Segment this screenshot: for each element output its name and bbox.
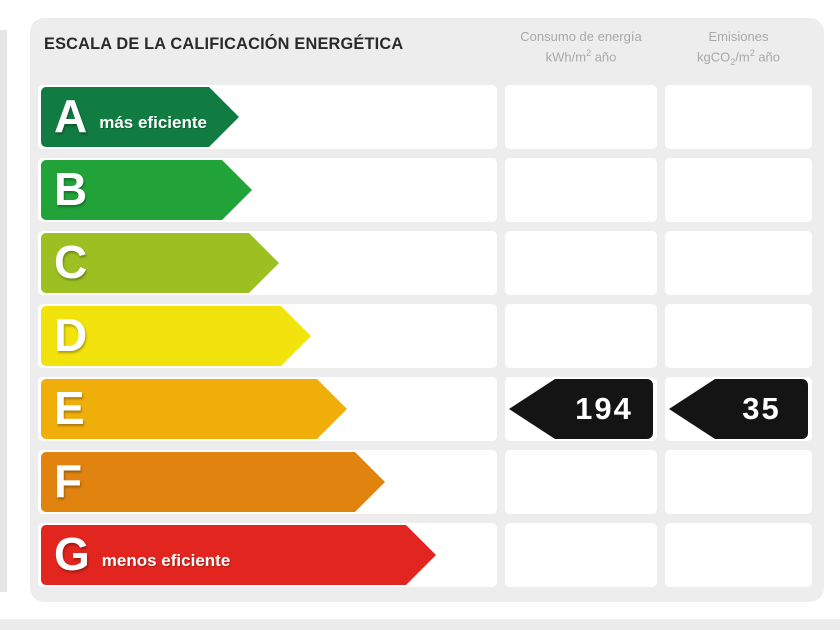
emisiones-cell: 35 bbox=[665, 377, 812, 441]
scale-row-F: F bbox=[38, 450, 820, 514]
consumo-cell bbox=[505, 450, 657, 514]
rating-arrow-D: D bbox=[41, 306, 311, 366]
rating-arrow-F: F bbox=[41, 452, 385, 512]
consumo-cell bbox=[505, 85, 657, 149]
emisiones-cell bbox=[665, 304, 812, 368]
rating-arrow-B: B bbox=[41, 160, 252, 220]
grade-letter: G bbox=[54, 528, 90, 581]
energy-label-card: ESCALA DE LA CALIFICACIÓN ENERGÉTICA Con… bbox=[30, 18, 824, 602]
scale-cell: E bbox=[38, 377, 497, 441]
grade-letter: A bbox=[54, 90, 88, 143]
scale-cell: B bbox=[38, 158, 497, 222]
consumo-header-label: Consumo de energía bbox=[520, 29, 642, 44]
grade-letter: B bbox=[54, 163, 88, 216]
emisiones-value-arrow: 35 bbox=[669, 379, 808, 439]
consumo-cell bbox=[505, 158, 657, 222]
left-edge-strip bbox=[0, 30, 7, 592]
rating-arrow-A: A más eficiente bbox=[41, 87, 239, 147]
consumo-header-unit: kWh/m2 año bbox=[545, 47, 617, 64]
grade-letter: F bbox=[54, 455, 83, 508]
scale-row-A: A más eficiente bbox=[38, 85, 820, 149]
grade-letter: E bbox=[54, 382, 85, 435]
consumo-cell bbox=[505, 523, 657, 587]
bottom-edge-strip bbox=[0, 619, 840, 630]
consumo-value-arrow: 194 bbox=[509, 379, 653, 439]
scale-row-E: E 194 35 bbox=[38, 377, 820, 441]
emisiones-cell bbox=[665, 85, 812, 149]
grade-letter: D bbox=[54, 309, 88, 362]
scale-cell: C bbox=[38, 231, 497, 295]
scale-cell: D bbox=[38, 304, 497, 368]
emisiones-cell bbox=[665, 523, 812, 587]
grade-note: menos eficiente bbox=[101, 551, 231, 570]
rating-arrow-G: G menos eficiente bbox=[41, 525, 436, 585]
scale-cell: G menos eficiente bbox=[38, 523, 497, 587]
consumo-cell bbox=[505, 231, 657, 295]
column-header-emisiones: Emisiones kgCO2/m2 año bbox=[665, 27, 812, 69]
scale-cell: F bbox=[38, 450, 497, 514]
emisiones-header-label: Emisiones bbox=[708, 29, 769, 44]
scale-row-C: C bbox=[38, 231, 820, 295]
consumo-cell: 194 bbox=[505, 377, 657, 441]
emisiones-cell bbox=[665, 450, 812, 514]
page-title: ESCALA DE LA CALIFICACIÓN ENERGÉTICA bbox=[44, 34, 404, 53]
scale-row-G: G menos eficiente bbox=[38, 523, 820, 587]
scale-rows: A más eficiente B C D bbox=[38, 85, 820, 596]
card-header: ESCALA DE LA CALIFICACIÓN ENERGÉTICA Con… bbox=[30, 18, 824, 85]
scale-row-D: D bbox=[38, 304, 820, 368]
scale-cell: A más eficiente bbox=[38, 85, 497, 149]
emisiones-cell bbox=[665, 158, 812, 222]
grade-letter: C bbox=[54, 236, 88, 289]
emisiones-header-unit: kgCO2/m2 año bbox=[696, 47, 781, 67]
column-header-consumo: Consumo de energía kWh/m2 año bbox=[505, 27, 657, 66]
consumo-cell bbox=[505, 304, 657, 368]
emisiones-cell bbox=[665, 231, 812, 295]
grade-note: más eficiente bbox=[99, 113, 207, 132]
rating-arrow-C: C bbox=[41, 233, 279, 293]
scale-row-B: B bbox=[38, 158, 820, 222]
rating-arrow-E: E bbox=[41, 379, 347, 439]
